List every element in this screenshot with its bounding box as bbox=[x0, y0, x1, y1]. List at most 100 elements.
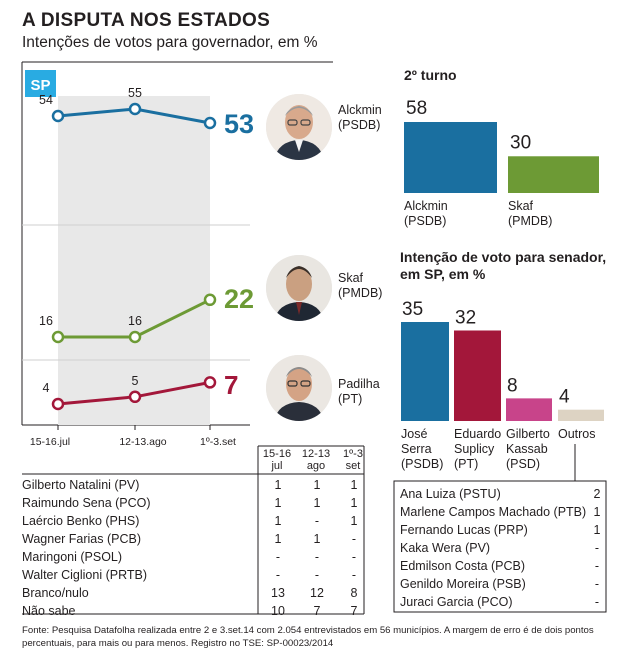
bar-alckmin bbox=[404, 122, 497, 193]
data-label-padilha: 5 bbox=[132, 374, 139, 388]
data-point-padilha bbox=[128, 390, 142, 404]
legend-padilha-party: (PT) bbox=[338, 392, 363, 406]
cell-jul: - bbox=[275, 568, 281, 582]
senate-bar bbox=[454, 330, 501, 421]
senate-bar-label: José bbox=[401, 427, 427, 441]
cell-jul: 1 bbox=[274, 478, 282, 492]
cell-set: 1 bbox=[350, 478, 358, 492]
bar-value: 58 bbox=[406, 98, 427, 119]
legend-padilha: Padilha (PT) bbox=[338, 377, 380, 407]
legend-skaf-party: (PMDB) bbox=[338, 286, 383, 300]
row-label: Genildo Moreira (PSB) bbox=[400, 577, 526, 591]
governor-others-table: 15-16 jul 12-13 ago 1º-3 set Gilberto Na… bbox=[22, 446, 364, 618]
cell-ago: 12 bbox=[310, 586, 324, 600]
senate-bar-label: Eduardo bbox=[454, 427, 501, 441]
table-row: Raimundo Sena (PCO) 1 1 1 bbox=[22, 494, 364, 512]
table-row: Gilberto Natalini (PV) 1 1 1 bbox=[22, 476, 364, 494]
padilha-photo bbox=[266, 355, 332, 421]
row-label: Não sabe bbox=[22, 604, 76, 618]
legend-alckmin: Alckmin (PSDB) bbox=[338, 103, 382, 133]
data-label-alckmin: 54 bbox=[39, 93, 53, 107]
bar-label-party: (PMDB) bbox=[508, 214, 552, 228]
senate-bar-value: 35 bbox=[402, 299, 423, 320]
legend-alckmin-name: Alckmin bbox=[338, 103, 382, 117]
table-row: Kaka Wera (PV) - bbox=[400, 539, 608, 557]
table-row: Branco/nulo 13 12 8 bbox=[22, 584, 364, 602]
data-label-alckmin: 55 bbox=[128, 86, 142, 100]
col-head-set-2: set bbox=[345, 459, 361, 472]
footnote: Fonte: Pesquisa Datafolha realizada entr… bbox=[22, 625, 594, 649]
skaf-photo bbox=[266, 255, 332, 321]
data-label-skaf: 16 bbox=[39, 314, 53, 328]
bar-label-party: (PSDB) bbox=[404, 214, 446, 228]
cell-set: 1 bbox=[350, 514, 358, 528]
bar-skaf bbox=[508, 156, 599, 193]
col-head-ago-1: 12-13 bbox=[301, 448, 331, 460]
cell-set: - bbox=[351, 550, 357, 564]
data-label-padilha: 4 bbox=[43, 381, 50, 395]
cell-ago: 7 bbox=[313, 604, 321, 618]
cell-value: - bbox=[594, 541, 600, 555]
data-label-skaf-latest: 22 bbox=[224, 284, 254, 314]
cell-jul: 1 bbox=[274, 532, 282, 546]
col-head-ago-2: ago bbox=[306, 459, 326, 472]
table-row: Maringoni (PSOL) - - - bbox=[22, 548, 364, 566]
cell-set: - bbox=[351, 532, 357, 546]
senate-bar-label: (PSDB) bbox=[401, 457, 443, 471]
x-tick-label: 12-13.ago bbox=[119, 436, 166, 448]
cell-ago: 1 bbox=[313, 496, 321, 510]
row-label: Raimundo Sena (PCO) bbox=[22, 496, 151, 510]
senate-bar-label: Serra bbox=[401, 442, 432, 456]
senate-title-line-2: em SP, em % bbox=[400, 266, 486, 282]
table-row: Fernando Lucas (PRP) 1 bbox=[400, 521, 608, 539]
table-row: Não sabe 10 7 7 bbox=[22, 602, 364, 620]
table-row: Ana Luiza (PSTU) 2 bbox=[400, 485, 608, 503]
period-shade bbox=[58, 96, 210, 425]
senate-bar-value: 4 bbox=[559, 387, 570, 408]
second-round-title: 2º turno bbox=[404, 67, 457, 83]
cell-jul: - bbox=[275, 550, 281, 564]
senate-bar-label: Gilberto bbox=[506, 427, 550, 441]
data-point-padilha bbox=[51, 397, 65, 411]
cell-jul: 1 bbox=[274, 496, 282, 510]
senate-bar bbox=[401, 322, 449, 421]
data-point-padilha bbox=[203, 376, 217, 389]
col-head-ago: 12-13 ago bbox=[297, 448, 335, 472]
table-row: Edmilson Costa (PCB) - bbox=[400, 557, 608, 575]
bar-label-name: Alckmin bbox=[404, 199, 448, 213]
cell-jul: 1 bbox=[274, 514, 282, 528]
legend-padilha-name: Padilha bbox=[338, 377, 380, 391]
legend-skaf: Skaf (PMDB) bbox=[338, 271, 382, 301]
data-label-padilha-latest: 7 bbox=[224, 370, 238, 400]
cell-value: - bbox=[594, 559, 600, 573]
cell-set: 8 bbox=[350, 586, 358, 600]
row-label: Walter Ciglioni (PRTB) bbox=[22, 568, 148, 582]
senate-bar-label: Suplicy bbox=[454, 442, 495, 456]
senate-bar-label: Outros bbox=[558, 427, 596, 441]
table-row: Wagner Farias (PCB) 1 1 - bbox=[22, 530, 364, 548]
table-row: Marlene Campos Machado (PTB) 1 bbox=[400, 503, 608, 521]
row-label: Ana Luiza (PSTU) bbox=[400, 487, 501, 501]
state-badge-label: SP bbox=[30, 77, 50, 94]
data-label-alckmin-latest: 53 bbox=[224, 109, 254, 139]
senate-bar-value: 32 bbox=[455, 307, 476, 328]
data-point-alckmin bbox=[203, 116, 217, 130]
senate-bar-label: (PT) bbox=[454, 457, 478, 471]
bar-value: 30 bbox=[510, 132, 531, 153]
cell-jul: 13 bbox=[271, 586, 285, 600]
cell-jul: 10 bbox=[271, 604, 285, 618]
row-label: Marlene Campos Machado (PTB) bbox=[400, 505, 587, 519]
cell-ago: 1 bbox=[313, 478, 321, 492]
row-label: Laércio Benko (PHS) bbox=[22, 514, 140, 528]
row-label: Juraci Garcia (PCO) bbox=[400, 595, 513, 609]
col-head-jul-1: 15-16 bbox=[262, 448, 292, 460]
x-tick-label: 1º-3.set bbox=[200, 436, 236, 448]
col-head-set-1: 1º-3 bbox=[343, 448, 363, 460]
row-label: Gilberto Natalini (PV) bbox=[22, 478, 140, 492]
cell-value: 2 bbox=[593, 487, 601, 501]
data-point-alckmin bbox=[51, 109, 65, 123]
senate-bar-label: Kassab bbox=[506, 442, 548, 456]
table-row: Laércio Benko (PHS) 1 - 1 bbox=[22, 512, 364, 530]
cell-ago: - bbox=[314, 514, 320, 528]
